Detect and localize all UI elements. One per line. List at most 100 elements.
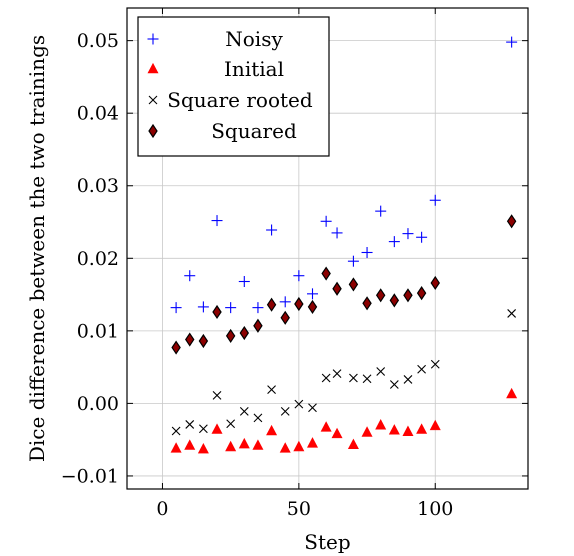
data-point-diamond [348, 277, 359, 292]
data-point-cross [294, 399, 304, 409]
data-point-cross [389, 380, 399, 389]
x-tick-labels: 0 50 100 [156, 498, 453, 520]
y-tick-label: 0.02 [77, 248, 119, 270]
legend-marker-triangle-icon [147, 62, 159, 74]
data-point-plus [293, 270, 305, 282]
legend-label-noisy: Noisy [225, 27, 283, 51]
data-point-plus [416, 231, 428, 243]
data-point-diamond [185, 332, 195, 347]
y-tick-label: 0.01 [77, 320, 119, 342]
data-point-triangle [361, 426, 373, 437]
data-point-triangle [402, 425, 414, 436]
data-point-plus [197, 301, 209, 313]
data-point-cross [417, 364, 427, 374]
data-point-triangle [238, 437, 250, 449]
data-point-diamond [506, 214, 517, 229]
data-point-triangle [416, 423, 428, 434]
data-point-diamond [430, 275, 440, 291]
data-point-cross [253, 413, 263, 423]
data-point-triangle [429, 419, 441, 431]
data-point-triangle [375, 419, 387, 430]
data-point-cross [185, 420, 195, 429]
data-point-cross [267, 385, 276, 394]
data-point-diamond [375, 288, 386, 303]
legend-marker-cross-icon [148, 95, 158, 105]
data-point-plus [306, 288, 318, 300]
plot-frame [126, 7, 529, 490]
data-point-diamond [280, 310, 290, 325]
x-tick-label: 0 [156, 498, 168, 520]
data-point-cross [212, 391, 222, 400]
legend: Noisy Initial Square rooted Squared [137, 16, 330, 157]
data-point-cross [239, 406, 249, 416]
data-point-triangle [347, 438, 359, 450]
data-point-triangle [197, 442, 209, 454]
y-axis-title: Dice difference between the two training… [25, 35, 49, 462]
data-point-cross [403, 375, 413, 384]
data-point-plus [225, 302, 237, 314]
data-point-diamond [389, 293, 400, 308]
data-point-diamond [294, 296, 304, 312]
data-point-diamond [225, 328, 236, 344]
data-point-triangle [388, 424, 400, 435]
legend-label-squared: Squared [211, 119, 297, 143]
data-point-triangle [306, 437, 318, 448]
data-point-triangle [211, 423, 223, 434]
data-point-plus [388, 236, 400, 248]
legend-marker [148, 123, 158, 139]
data-point-plus [184, 270, 196, 282]
data-point-cross [507, 309, 517, 318]
x-tick-label: 100 [417, 498, 453, 520]
data-point-diamond [321, 266, 331, 281]
data-point-triangle [331, 427, 343, 439]
series-triangle [170, 387, 518, 454]
data-point-plus [279, 296, 291, 308]
legend-entry-noisy: Noisy [147, 27, 283, 51]
data-point-triangle [252, 439, 264, 450]
data-point-cross [349, 373, 358, 383]
data-point-plus [375, 205, 387, 217]
data-point-plus [347, 255, 359, 267]
legend-entry-square-rooted: Square rooted [148, 88, 313, 112]
data-point-diamond [239, 325, 250, 341]
data-point-diamond [253, 318, 263, 333]
data-point-triangle [184, 439, 196, 450]
data-point-diamond [416, 286, 427, 301]
x-axis-title: Step [304, 530, 350, 554]
data-point-cross [280, 406, 290, 416]
data-point-cross [332, 369, 342, 379]
data-point-cross [430, 359, 440, 369]
data-point-triangle [293, 440, 305, 452]
legend-entry-squared: Squared [148, 119, 297, 143]
data-point-plus [238, 276, 250, 288]
legend-marker-diamond-icon [148, 123, 158, 139]
y-tick-label: −0.01 [61, 465, 119, 487]
y-tick-label: 0.05 [77, 30, 119, 52]
data-point-plus [170, 302, 182, 314]
data-point-cross [308, 403, 317, 413]
legend-marker [148, 95, 158, 105]
data-point-diamond [266, 297, 277, 312]
legend-marker-plus-icon [147, 33, 159, 45]
data-point-cross [321, 373, 331, 383]
data-point-diamond [212, 304, 222, 320]
data-point-cross [171, 426, 181, 436]
data-point-cross [198, 424, 208, 434]
y-tick-label: 0.03 [77, 175, 119, 197]
data-points [170, 36, 518, 454]
axis-ticks [127, 8, 528, 489]
data-point-triangle [266, 424, 278, 436]
y-tick-labels: −0.01 0.00 0.01 0.02 0.03 0.04 0.05 [61, 30, 119, 487]
data-point-plus [211, 215, 223, 227]
legend-marker [147, 33, 159, 45]
data-point-plus [361, 246, 373, 258]
data-point-cross [376, 367, 386, 376]
data-point-diamond [171, 340, 181, 355]
data-point-diamond [198, 333, 209, 349]
data-point-plus [320, 215, 332, 227]
data-point-plus [266, 224, 278, 236]
legend-box [137, 16, 330, 157]
y-tick-label: 0.04 [77, 103, 119, 125]
data-point-diamond [362, 296, 372, 311]
